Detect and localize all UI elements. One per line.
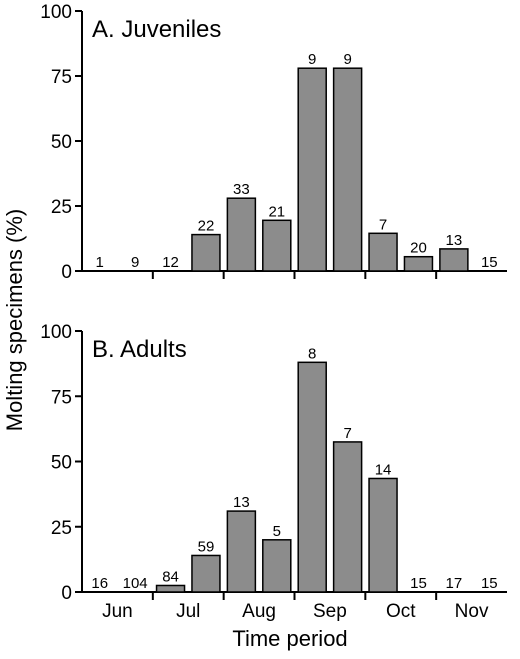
data-label-0-3: 22	[198, 218, 215, 235]
data-label-0-2: 12	[162, 254, 179, 271]
bar-1-4	[226, 510, 257, 593]
y-tick-label-0-3: 75	[51, 67, 72, 88]
bar-0-9	[403, 255, 434, 272]
data-label-0-7: 9	[343, 51, 351, 68]
y-tick-label-1-3: 75	[51, 387, 72, 408]
y-tick-label-0-2: 50	[51, 132, 72, 153]
y-tick-label-0-0: 0	[61, 262, 72, 283]
y-axis-title: Molting specimens (%)	[2, 209, 27, 432]
bar-1-7	[332, 441, 363, 593]
data-label-1-11: 15	[481, 575, 498, 592]
bar-0-5	[262, 219, 292, 272]
data-label-0-5: 21	[268, 203, 285, 220]
data-label-0-9: 20	[410, 240, 427, 257]
data-label-1-7: 7	[343, 425, 351, 442]
y-tick-label-1-0: 0	[61, 583, 72, 604]
x-tick-label-5: Nov	[455, 601, 489, 622]
data-label-1-10: 17	[446, 575, 463, 592]
x-axis-title: Time period	[232, 626, 347, 651]
bar-0-8	[368, 232, 398, 272]
panel-juveniles: 0 25 50 75 100 1 9 12 22 33 21 9 9 7 20 13 15	[40, 2, 507, 283]
bar-1-5	[262, 539, 292, 593]
data-label-0-6: 9	[308, 51, 316, 68]
data-label-1-4: 13	[233, 494, 250, 511]
y-tick-label-0-4: 100	[40, 2, 72, 23]
x-tick-label-0: Jun	[102, 601, 133, 622]
bar-0-6	[297, 67, 327, 272]
x-tick-label-4: Oct	[386, 601, 416, 622]
data-label-1-9: 15	[410, 575, 427, 592]
y-tick-label-1-2: 50	[51, 453, 72, 474]
data-label-0-11: 15	[481, 254, 498, 271]
panel-adults: 0 25 50 75 100 16 104 84 59 13 5 8 7 14 15 17 15 Jun Jul Au…	[40, 322, 507, 622]
data-label-0-8: 7	[379, 216, 387, 233]
data-label-0-0: 1	[96, 254, 104, 271]
data-label-1-3: 59	[198, 538, 215, 555]
data-label-1-6: 8	[308, 345, 316, 362]
bar-1-8	[368, 477, 398, 593]
panel-a-title: A. Juveniles	[92, 16, 221, 43]
data-label-1-8: 14	[375, 461, 392, 478]
bar-0-10	[439, 248, 469, 272]
data-label-0-10: 13	[446, 232, 463, 249]
bar-1-6	[297, 361, 327, 593]
data-label-1-2: 84	[162, 568, 179, 585]
data-label-1-0: 16	[91, 575, 108, 592]
y-tick-label-1-1: 25	[51, 518, 72, 539]
y-tick-label-1-4: 100	[40, 322, 72, 343]
data-label-1-5: 5	[273, 523, 281, 540]
bar-0-7	[332, 67, 363, 272]
y-tick-label-0-1: 25	[51, 197, 72, 218]
data-label-0-1: 9	[131, 254, 139, 271]
x-tick-label-1: Jul	[176, 601, 200, 622]
bar-0-4	[226, 197, 257, 272]
data-label-0-4: 33	[233, 181, 250, 198]
data-label-1-1: 104	[123, 575, 148, 592]
x-tick-label-2: Aug	[242, 601, 276, 622]
bar-0-3	[191, 233, 221, 272]
bar-1-2	[155, 584, 186, 593]
panel-b-title: B. Adults	[92, 336, 187, 363]
x-tick-label-3: Sep	[313, 601, 347, 622]
bar-1-3	[191, 554, 221, 593]
